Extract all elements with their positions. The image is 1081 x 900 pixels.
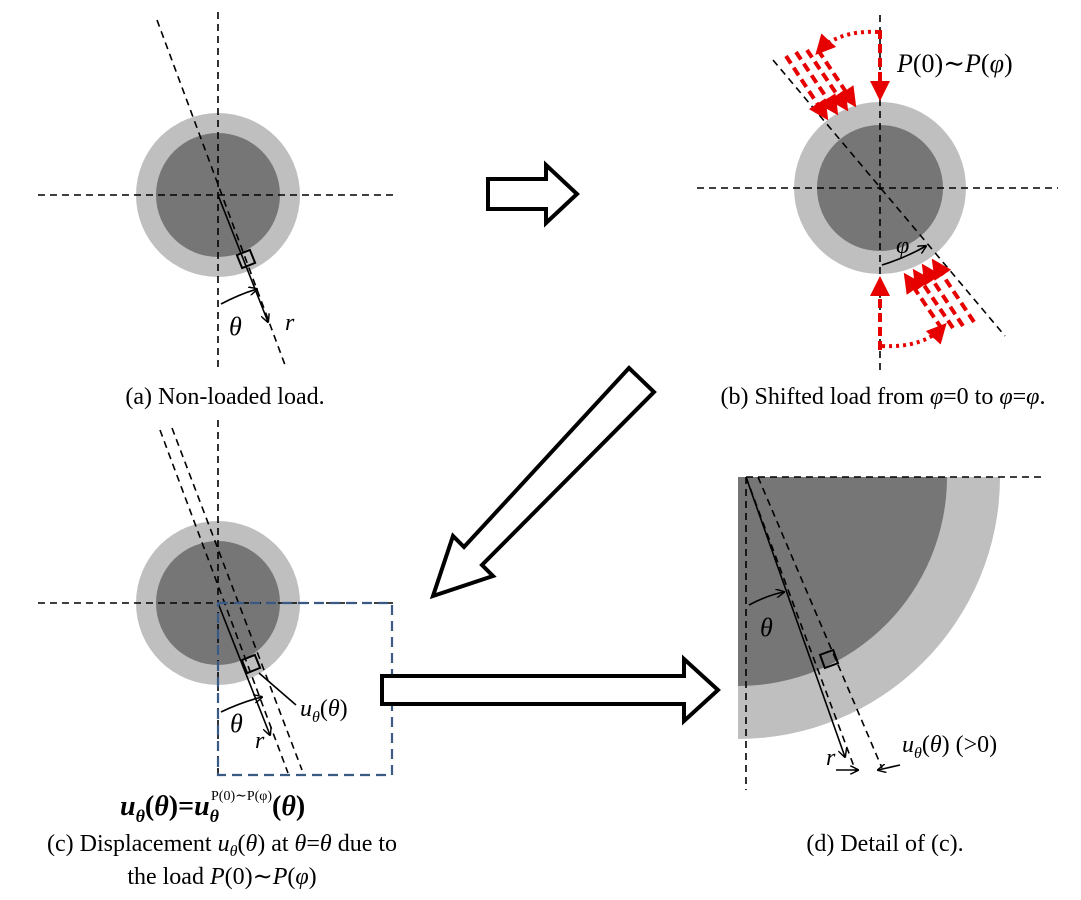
radius-line (745, 476, 845, 757)
dimension-arrow-right (878, 765, 901, 770)
theta-arc (748, 592, 784, 606)
u-label: uθ(θ) (300, 696, 348, 726)
load-fan-top-4 (816, 48, 857, 108)
oblique-axis-1 (745, 476, 857, 773)
inner-disk-quarter (738, 477, 947, 686)
arrow-c-to-d (380, 654, 721, 726)
radius-line (217, 194, 268, 322)
caption-c-line2: the load P(0)∼P(φ) (127, 864, 316, 890)
panel-a: θ r (a) Non-loaded load. (38, 12, 398, 410)
r-label: r (826, 745, 836, 771)
theta-label: θ (230, 709, 243, 738)
oblique-axis-1 (159, 429, 289, 774)
theta-arc (220, 697, 262, 713)
theta-label: θ (760, 613, 773, 642)
panel-d: θ r uθ(θ) (>0) (d) Detail of (c). (738, 476, 1044, 857)
u-label: uθ(θ) (>0) (902, 732, 997, 762)
r-label: r (285, 310, 295, 336)
load-rotation-bottom (881, 323, 947, 349)
element-square (240, 653, 262, 675)
caption-a: (a) Non-loaded load. (125, 384, 324, 410)
arrow-a-to-b (486, 160, 580, 228)
u-pointer (258, 672, 297, 706)
oblique-axis (156, 19, 286, 366)
theta-label: θ (229, 312, 242, 341)
oblique-axis-2 (171, 427, 303, 771)
caption-b: (b) Shifted load from φ=0 to φ=φ. (721, 384, 1046, 410)
caption-c-line1: (c) Displacement uθ(θ) at θ=θ due to (47, 831, 397, 860)
load-rotation-top (815, 29, 879, 55)
arrow-b-to-c (429, 365, 657, 600)
load-label: P(0)∼P(φ) (896, 49, 1013, 78)
phi-label: φ (896, 233, 909, 259)
element-square (818, 648, 840, 670)
load-fan-bottom-4 (903, 272, 944, 331)
formula: uθ(θ)=uθP(0)∼P(φ)(θ) (120, 789, 305, 826)
panel-c: uθ(θ) θ r uθ(θ)=uθP(0)∼P(φ)(θ) (c) Displ… (38, 420, 398, 890)
theta-arc (220, 289, 257, 305)
phi-arc (881, 246, 926, 266)
element-square (235, 248, 257, 270)
caption-d: (d) Detail of (c). (806, 831, 963, 857)
oblique-axis-2 (757, 476, 883, 769)
panel-b: φ P(0)∼P(φ) (b) Shifted load from φ=0 to… (697, 15, 1058, 410)
radius-line (217, 602, 270, 735)
r-label: r (255, 728, 265, 754)
